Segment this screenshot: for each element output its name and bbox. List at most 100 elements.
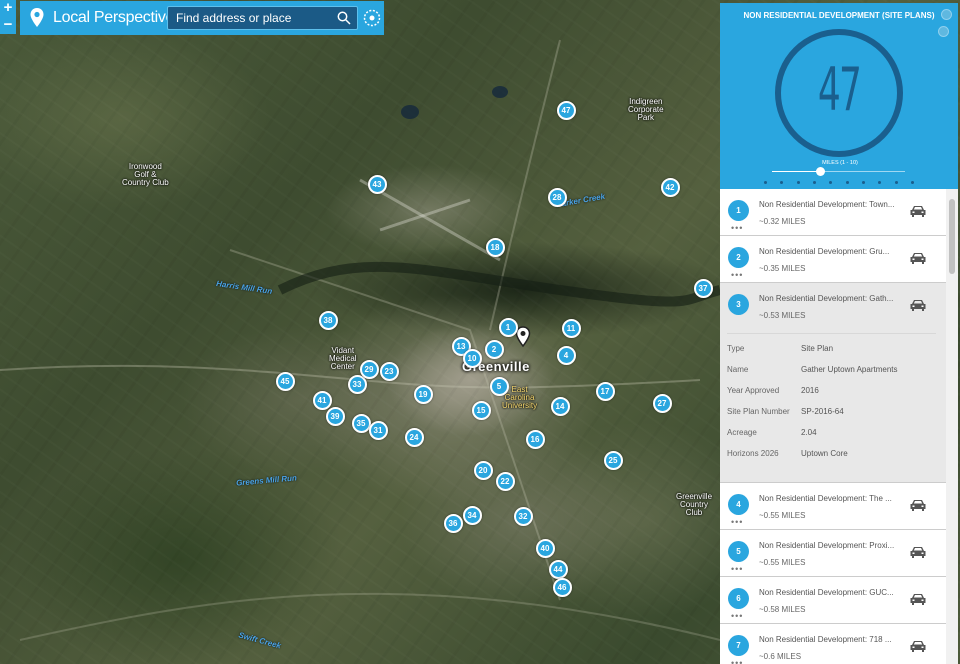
item-number: 4 (728, 494, 749, 515)
top-bar: Local Perspective (20, 1, 384, 35)
detail-value: 2.04 (801, 428, 817, 437)
locate-icon[interactable] (362, 8, 382, 28)
car-icon[interactable] (909, 498, 927, 512)
site-marker[interactable]: 44 (548, 559, 568, 579)
site-marker[interactable]: 1 (498, 317, 518, 337)
detail-row: Year Approved 2016 (727, 383, 936, 404)
distance-slider[interactable] (772, 167, 905, 176)
slider-tick (829, 181, 833, 184)
more-icon[interactable]: ••• (731, 517, 744, 527)
panel-scrollbar[interactable] (946, 189, 958, 664)
item-distance: ~0.58 MILES (759, 605, 806, 614)
site-marker[interactable]: 45 (275, 371, 295, 391)
site-marker[interactable]: 33 (347, 374, 367, 394)
item-details: Type Site Plan Name Gather Uptown Apartmen… (727, 333, 936, 467)
list-item[interactable]: 4 ••• Non Residential Development: The .… (720, 483, 946, 530)
results-panel: NON RESIDENTIAL DEVELOPMENT (SITE PLANS)… (720, 3, 958, 664)
detail-row: Horizons 2026 Uptown Core (727, 446, 936, 467)
scrollbar-thumb[interactable] (949, 199, 955, 274)
slider-label: MILES (1 - 10) (822, 160, 858, 166)
slider-tick (780, 181, 784, 184)
more-icon[interactable]: ••• (731, 270, 744, 280)
site-marker[interactable]: 11 (561, 318, 581, 338)
site-marker[interactable]: 28 (547, 187, 567, 207)
site-marker[interactable]: 47 (556, 100, 576, 120)
site-marker[interactable]: 34 (462, 505, 482, 525)
site-marker[interactable]: 40 (535, 538, 555, 558)
site-marker[interactable]: 22 (495, 471, 515, 491)
site-marker[interactable]: 36 (443, 513, 463, 533)
zoom-control: + − (0, 0, 16, 34)
site-marker[interactable]: 38 (318, 310, 338, 330)
site-marker[interactable]: 27 (652, 393, 672, 413)
car-icon[interactable] (909, 639, 927, 653)
list-item[interactable]: 6 ••• Non Residential Development: GUC..… (720, 577, 946, 624)
more-icon[interactable]: ••• (731, 611, 744, 621)
car-icon[interactable] (909, 545, 927, 559)
site-marker[interactable]: 32 (513, 506, 533, 526)
search-input[interactable] (168, 7, 328, 29)
site-marker[interactable]: 35 (351, 413, 371, 433)
site-marker[interactable]: 39 (325, 406, 345, 426)
site-marker[interactable]: 24 (404, 427, 424, 447)
site-marker[interactable]: 31 (368, 420, 388, 440)
list-item[interactable]: 7 ••• Non Residential Development: 718 .… (720, 624, 946, 664)
site-marker[interactable]: 5 (489, 376, 509, 396)
detail-value: SP-2016-64 (801, 407, 844, 416)
more-icon[interactable]: ••• (731, 658, 744, 664)
item-number: 5 (728, 541, 749, 562)
list-item-expanded[interactable]: 3 Non Residential Development: Gath... ~… (720, 283, 946, 483)
site-marker[interactable]: 20 (473, 460, 493, 480)
site-marker[interactable]: 10 (462, 348, 482, 368)
results-list: 1 ••• Non Residential Development: Town.… (720, 189, 946, 664)
slider-tick (796, 181, 800, 184)
detail-label: Type (727, 344, 745, 353)
more-icon[interactable]: ••• (731, 564, 744, 574)
zoom-in-button[interactable]: + (3, 0, 13, 16)
list-item[interactable]: 2 ••• Non Residential Development: Gru..… (720, 236, 946, 283)
item-name: Non Residential Development: Gru... (759, 247, 890, 256)
site-marker[interactable]: 42 (660, 177, 680, 197)
site-marker[interactable]: 41 (312, 390, 332, 410)
site-marker[interactable]: 18 (485, 237, 505, 257)
search-box (167, 6, 358, 30)
collapse-icon[interactable] (938, 26, 949, 37)
item-name: Non Residential Development: Gath... (759, 294, 894, 303)
site-marker[interactable]: 4 (556, 345, 576, 365)
zoom-out-button[interactable]: − (3, 16, 13, 33)
site-marker[interactable]: 46 (552, 577, 572, 597)
greenville-cc-label: Greenville Country Club (676, 492, 713, 517)
detail-value: 2016 (801, 386, 819, 395)
list-item[interactable]: 5 ••• Non Residential Development: Proxi… (720, 530, 946, 577)
list-item[interactable]: 1 ••• Non Residential Development: Town.… (720, 189, 946, 236)
site-marker[interactable]: 23 (379, 361, 399, 381)
site-marker[interactable]: 43 (367, 174, 387, 194)
search-icon[interactable] (337, 11, 351, 25)
site-marker[interactable]: 16 (525, 429, 545, 449)
site-marker[interactable]: 37 (693, 278, 713, 298)
slider-handle[interactable] (815, 167, 825, 176)
car-icon[interactable] (909, 298, 927, 312)
close-icon[interactable] (941, 9, 952, 20)
slider-tick (845, 181, 849, 184)
item-name: Non Residential Development: The ... (759, 494, 892, 503)
site-marker[interactable]: 14 (550, 396, 570, 416)
item-distance: ~0.55 MILES (759, 511, 806, 520)
car-icon[interactable] (909, 251, 927, 265)
item-distance: ~0.35 MILES (759, 264, 806, 273)
site-marker[interactable]: 2 (484, 339, 504, 359)
site-marker[interactable]: 29 (359, 359, 379, 379)
count-gauge: 47 (775, 29, 903, 157)
car-icon[interactable] (909, 204, 927, 218)
more-icon[interactable]: ••• (731, 223, 744, 233)
map-pin-icon (30, 8, 44, 27)
site-marker[interactable]: 17 (595, 381, 615, 401)
car-icon[interactable] (909, 592, 927, 606)
detail-value: Uptown Core (801, 449, 848, 458)
slider-tick (878, 181, 882, 184)
detail-row: Type Site Plan (727, 341, 936, 362)
site-marker[interactable]: 15 (471, 400, 491, 420)
site-marker[interactable]: 19 (413, 384, 433, 404)
detail-label: Name (727, 365, 749, 374)
site-marker[interactable]: 25 (603, 450, 623, 470)
